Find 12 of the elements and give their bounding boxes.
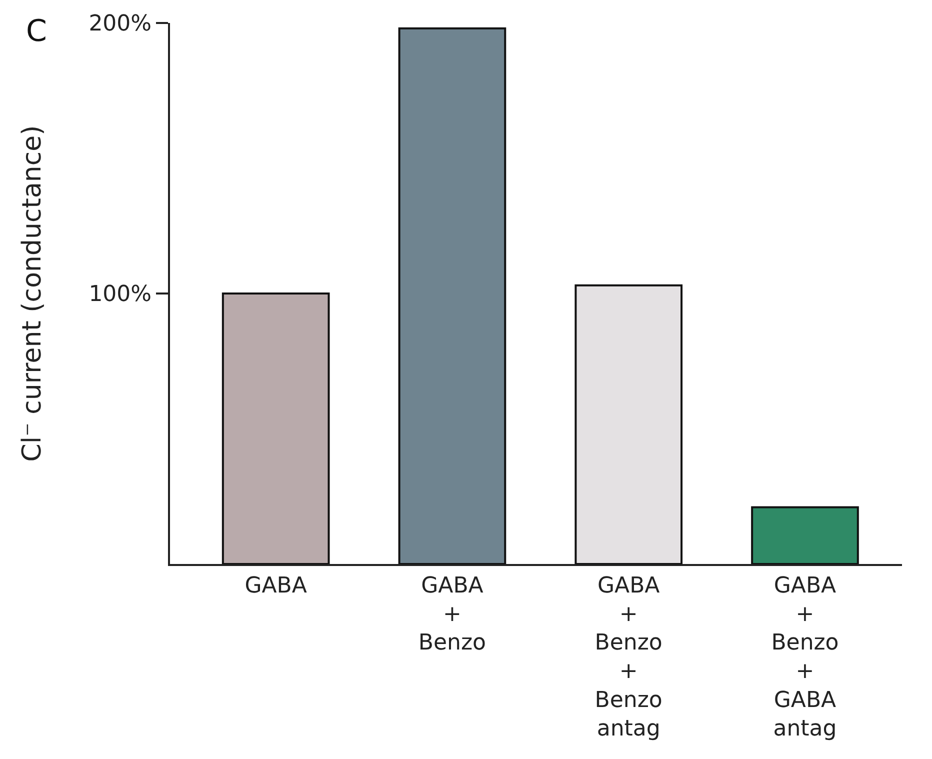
bar bbox=[222, 292, 330, 564]
x-tick-label: GABA bbox=[244, 573, 307, 598]
x-tick-label: GABA + Benzo + Benzo antag bbox=[594, 573, 662, 742]
y-tick-label: 200% bbox=[88, 12, 152, 37]
y-tick-label: 100% bbox=[88, 282, 152, 308]
bar bbox=[398, 27, 506, 564]
x-tick-label: GABA + Benzo + GABA antag bbox=[771, 573, 839, 742]
x-tick-label: GABA + Benzo bbox=[418, 573, 486, 656]
bar bbox=[751, 506, 859, 564]
y-axis-title: Cl⁻ current (conductance) bbox=[18, 125, 48, 462]
bar bbox=[574, 284, 683, 564]
text: C bbox=[26, 14, 47, 49]
